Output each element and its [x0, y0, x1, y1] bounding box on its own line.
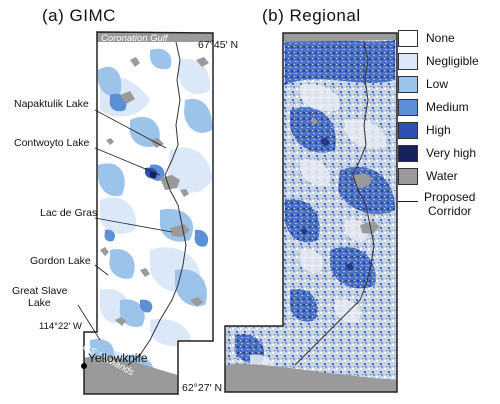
lat-north-label: 67°45′ N	[198, 39, 239, 51]
legend: None Negligible Low Medium High Very hig…	[398, 30, 498, 227]
legend-item-very-high: Very high	[398, 145, 498, 168]
legend-corridor-line2: Corridor	[428, 204, 472, 218]
legend-item-corridor: Proposed Corridor	[398, 190, 498, 227]
panel-b-title: (b) Regional	[262, 6, 361, 25]
legend-corridor-line	[398, 201, 418, 202]
legend-item-water: Water	[398, 168, 498, 191]
panel-b-outline	[224, 32, 398, 393]
legend-label-medium: Medium	[426, 100, 469, 114]
legend-swatch-water	[398, 168, 418, 185]
panel-b-corridor-line	[294, 41, 375, 366]
great-slave-lake-label-line2: Lake	[28, 297, 51, 309]
lac-de-gras-label: Lac de Gras	[40, 207, 98, 219]
legend-swatch-very-high	[398, 145, 418, 162]
legend-swatch-low	[398, 76, 418, 93]
napaktulik-lake-label: Napaktulik Lake	[14, 98, 89, 110]
legend-item-medium: Medium	[398, 99, 498, 122]
yellowknife-label: Yellowknife	[88, 351, 148, 365]
panel-a-corridor-line	[127, 41, 187, 366]
panel-b-map	[225, 33, 397, 392]
legend-item-negligible: Negligible	[398, 53, 498, 76]
yellowknife-dot	[81, 363, 87, 369]
legend-swatch-none	[398, 30, 418, 47]
great-slave-lake-label-line1: Great Slave	[12, 285, 68, 297]
legend-corridor-line1: Proposed	[424, 190, 476, 204]
coronation-gulf-label: Coronation Gulf	[101, 33, 168, 44]
panel-a-map	[84, 32, 213, 394]
lat-south-label: 62°27′ N	[182, 382, 223, 394]
legend-swatch-high	[398, 122, 418, 139]
legend-label-corridor: Proposed Corridor	[424, 190, 475, 218]
legend-label-low: Low	[426, 77, 449, 91]
legend-item-none: None	[398, 30, 498, 53]
panel-a-title: (a) GIMC	[42, 6, 116, 25]
gordon-lake-label: Gordon Lake	[30, 255, 91, 267]
contwoyto-lake-label: Contwoyto Lake	[14, 137, 90, 149]
lon-west-label: 114°22′ W	[39, 321, 82, 332]
legend-item-low: Low	[398, 76, 498, 99]
legend-swatch-medium	[398, 99, 418, 116]
panel-a-outline	[83, 31, 214, 395]
legend-label-water: Water	[426, 169, 458, 183]
legend-label-none: None	[426, 31, 455, 45]
panel-a-leader-lines	[77, 109, 173, 341]
legend-label-high: High	[426, 123, 451, 137]
legend-label-very-high: Very high	[426, 146, 477, 160]
legend-label-negligible: Negligible	[426, 54, 479, 68]
legend-item-high: High	[398, 122, 498, 145]
legend-swatch-negligible	[398, 53, 418, 70]
